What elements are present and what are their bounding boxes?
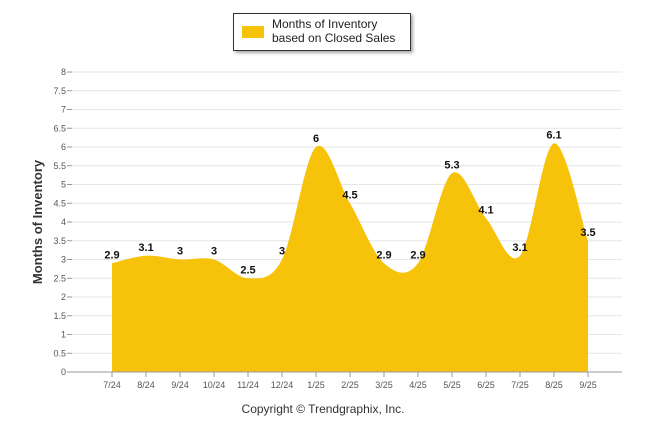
data-label: 4.5	[342, 189, 357, 201]
y-axis-title: Months of Inventory	[30, 159, 45, 284]
x-tick-label: 6/25	[477, 380, 495, 390]
y-tick-label: 4.5	[53, 198, 66, 208]
data-label: 2.9	[410, 249, 425, 261]
data-labels: 2.9 3.1 3 3 2.5 3 6 4.5 2.9 2.9 5.3 4.1 3.1 6.1 3.5	[104, 129, 595, 276]
data-label: 4.1	[478, 204, 493, 216]
y-tick-label: 3	[61, 255, 66, 265]
x-tick-label: 11/24	[237, 380, 259, 390]
x-tick-label: 8/24	[137, 380, 155, 390]
x-tick-label: 7/25	[511, 380, 529, 390]
data-label: 2.5	[240, 264, 255, 276]
data-label: 3	[211, 246, 217, 258]
copyright-text: Copyright © Trendgraphix, Inc.	[241, 402, 405, 416]
y-tick-label: 7	[61, 105, 66, 115]
legend[interactable]: Months of Inventory based on Closed Sale…	[233, 13, 411, 51]
data-label: 6	[313, 133, 319, 145]
y-tick-label: 2.5	[53, 273, 66, 283]
y-tick-label: 6	[61, 142, 66, 152]
data-label: 5.3	[444, 159, 459, 171]
data-label: 3.5	[580, 227, 595, 239]
x-tick-label: 4/25	[409, 380, 427, 390]
y-tick-label: 1	[61, 330, 66, 340]
y-tick-label: 5	[61, 180, 66, 190]
y-tick-label: 0	[61, 367, 66, 377]
data-label: 3.1	[512, 242, 527, 254]
x-tick-label: 5/25	[443, 380, 461, 390]
y-tick-label: 5.5	[53, 161, 66, 171]
area-series	[112, 143, 588, 372]
y-tick-label: 7.5	[53, 86, 66, 96]
data-label: 6.1	[546, 129, 561, 141]
y-tick-label: 6.5	[53, 123, 66, 133]
x-tick-label: 7/24	[103, 380, 121, 390]
y-tick-label: 3.5	[53, 236, 66, 246]
data-label: 2.9	[376, 249, 391, 261]
x-tick-label: 10/24	[203, 380, 226, 390]
y-tick-label: 4	[61, 217, 66, 227]
y-tick-label: 8	[61, 67, 66, 77]
legend-swatch	[242, 26, 264, 38]
data-label: 3.1	[138, 242, 153, 254]
x-tick-label: 2/25	[341, 380, 359, 390]
x-tick-label: 8/25	[545, 380, 563, 390]
x-tick-label: 9/24	[171, 380, 189, 390]
data-label: 2.9	[104, 249, 119, 261]
x-tick-label: 12/24	[271, 380, 294, 390]
y-tick-label: 0.5	[53, 348, 66, 358]
area-fill	[112, 143, 588, 372]
data-label: 3	[177, 246, 183, 258]
y-tick-label: 2	[61, 292, 66, 302]
x-tick-label: 1/25	[307, 380, 325, 390]
x-tick-label: 3/25	[375, 380, 393, 390]
data-label: 3	[279, 246, 285, 258]
y-tick-label: 1.5	[53, 311, 66, 321]
x-tick-label: 9/25	[579, 380, 597, 390]
axes: 0 0.5 1 1.5 2 2.5 3 3.5 4 4.5 5 5.5 6 6.5 7 7.5 8 7/24 8/2…	[53, 67, 622, 390]
legend-label: Months of Inventory based on Closed Sale…	[272, 17, 396, 45]
